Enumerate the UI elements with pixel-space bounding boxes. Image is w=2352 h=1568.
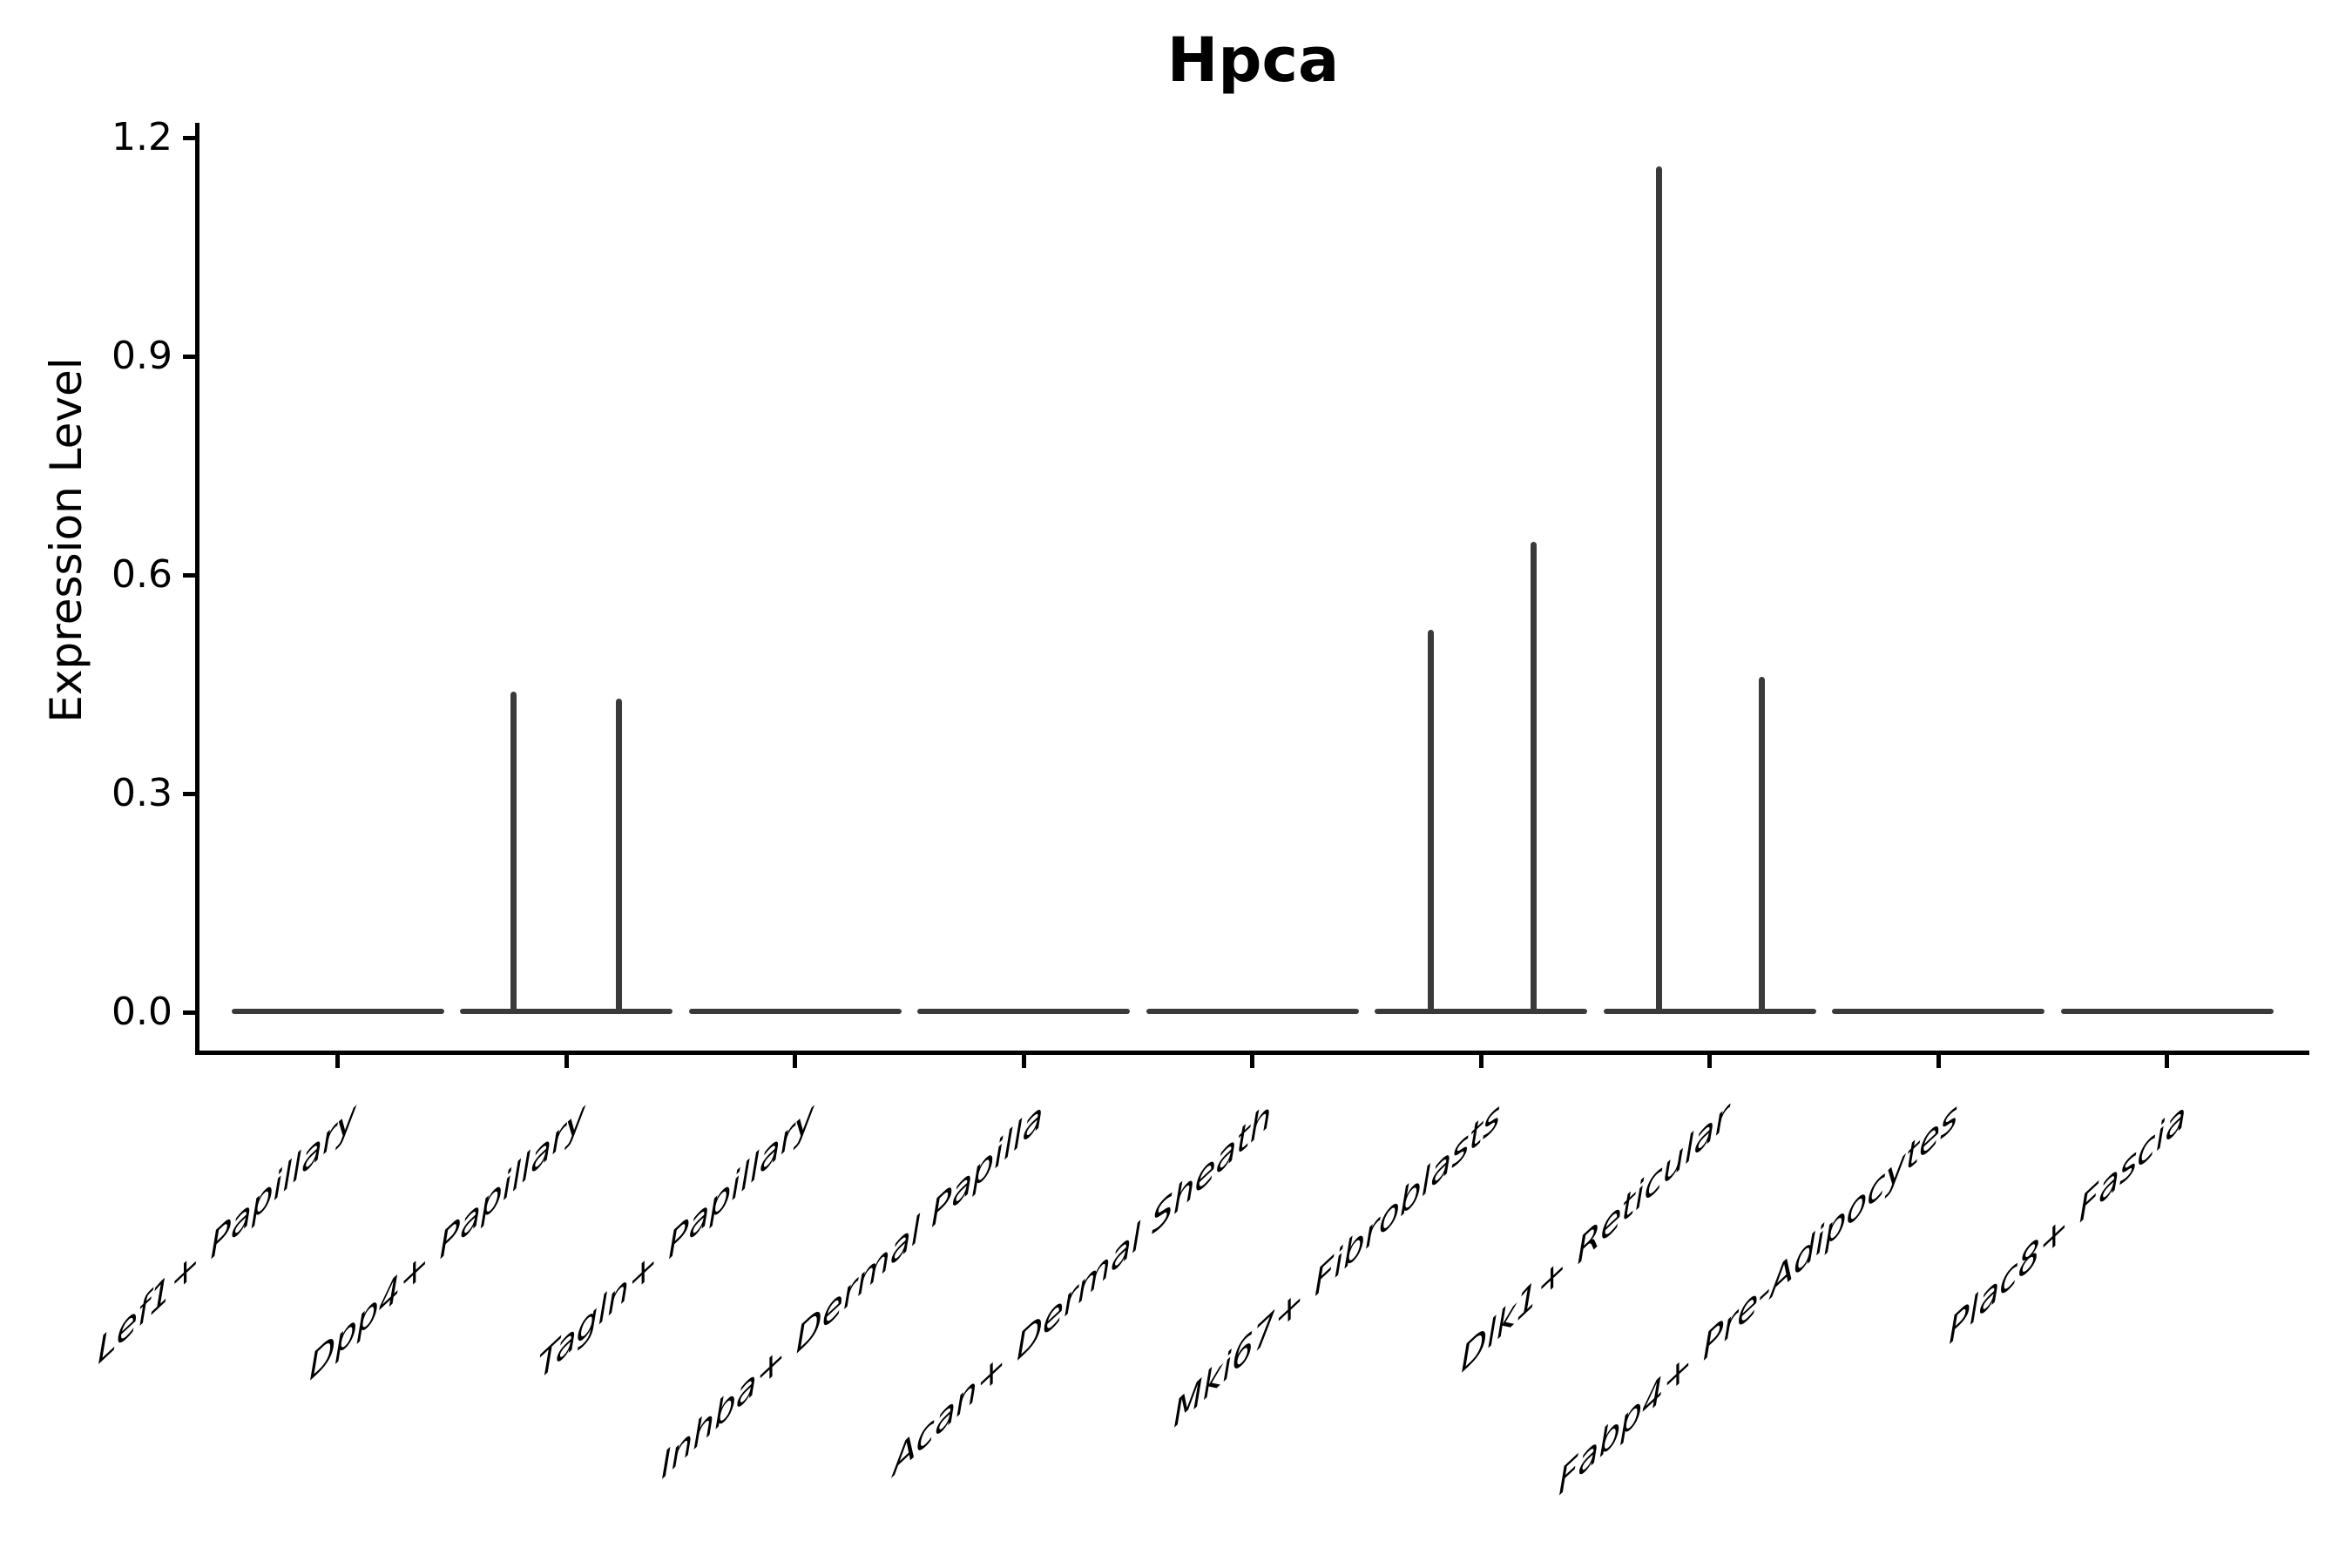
y-tick-label: 0.3	[112, 771, 172, 815]
x-category-label: Dlk1+ Reticular	[1461, 1093, 1729, 1382]
violin-spike	[1656, 166, 1663, 1012]
x-tick-mark	[1478, 1055, 1484, 1068]
violin-baseline	[1832, 1009, 2044, 1014]
violin-baseline	[231, 1009, 444, 1014]
x-tick-mark	[1021, 1055, 1026, 1068]
x-tick-mark	[1936, 1055, 1941, 1068]
violin-spike	[510, 691, 517, 1012]
plot-title: Hpca	[1166, 24, 1340, 96]
x-category-label: Inhba+ Dermal Papilla	[660, 1093, 1043, 1489]
y-axis-label: Expression Level	[41, 357, 91, 723]
y-tick-label: 0.9	[112, 334, 172, 378]
y-tick-mark	[183, 135, 195, 140]
violin-spike	[615, 699, 622, 1012]
x-tick-mark	[564, 1055, 569, 1068]
y-tick-label: 1.2	[112, 115, 172, 159]
x-category-label: Lef1+ Papillary	[98, 1093, 357, 1375]
y-tick-mark	[183, 791, 195, 796]
violin-spike	[1427, 629, 1434, 1012]
violin-spike	[1759, 677, 1766, 1012]
y-tick-label: 0.6	[112, 552, 172, 597]
x-axis-spine	[195, 1051, 2309, 1055]
x-tick-mark	[1707, 1055, 1712, 1068]
violin-baseline	[1146, 1009, 1359, 1014]
violin-baseline	[2060, 1009, 2274, 1014]
y-tick-mark	[183, 1010, 195, 1015]
y-tick-mark	[183, 572, 195, 578]
x-category-label: Acan+ Dermal Sheath	[893, 1093, 1272, 1486]
x-tick-mark	[1250, 1055, 1254, 1068]
y-axis-spine	[195, 123, 199, 1055]
violin-baseline	[1375, 1009, 1587, 1014]
violin-baseline	[1603, 1009, 1816, 1014]
x-category-label: Tagln+ Papillary	[537, 1093, 814, 1390]
y-tick-label: 0.0	[112, 990, 172, 1034]
violin-baseline	[917, 1009, 1130, 1014]
violin-spike	[1530, 542, 1537, 1012]
x-tick-mark	[335, 1055, 340, 1068]
violin-baseline	[688, 1009, 902, 1014]
y-tick-mark	[183, 354, 195, 359]
x-category-label: Fabp4+ Pre-Adipocytes	[1558, 1093, 1957, 1505]
x-category-label: Plac8+ Fascia	[1949, 1093, 2186, 1355]
x-tick-mark	[793, 1055, 797, 1068]
violin-baseline	[460, 1009, 672, 1014]
x-tick-mark	[2165, 1055, 2169, 1068]
